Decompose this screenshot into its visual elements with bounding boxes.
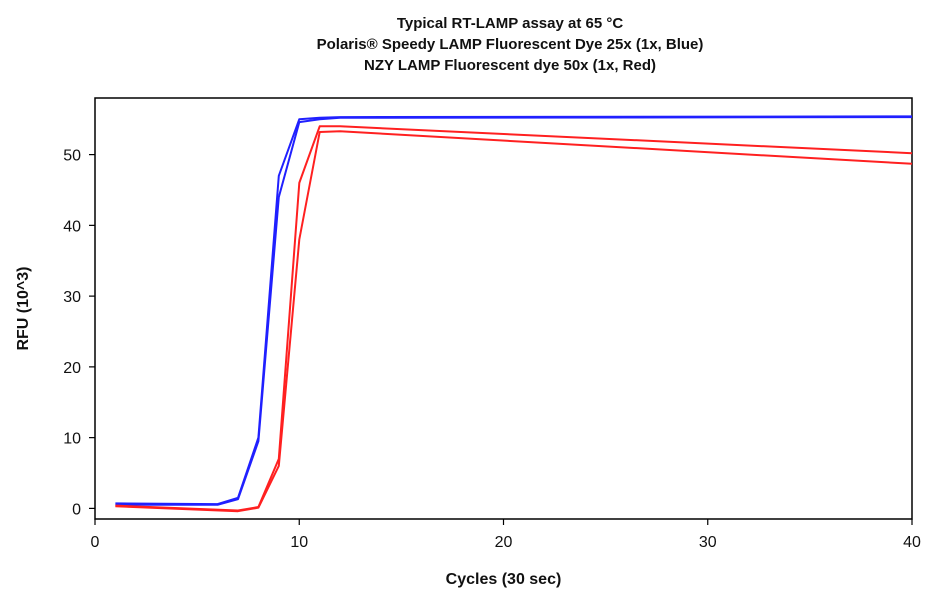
y-axis: 0 10 20 30 40 50 — [63, 148, 95, 518]
x-axis-label: Cycles (30 sec) — [446, 571, 562, 588]
chart-title-line: NZY LAMP Fluorescent dye 50x (1x, Red) — [364, 57, 656, 74]
y-tick-label: 20 — [63, 360, 81, 377]
y-tick-label: 0 — [72, 501, 81, 518]
y-axis-label: RFU (10^3) — [15, 266, 32, 350]
chart-title: Typical RT-LAMP assay at 65 °C Polaris® S… — [317, 15, 704, 74]
series-line-2 — [115, 116, 913, 506]
x-tick-label: 10 — [290, 534, 308, 551]
x-tick-label: 40 — [903, 534, 921, 551]
chart-title-line: Polaris® Speedy LAMP Fluorescent Dye 25x… — [317, 36, 704, 53]
series-group — [115, 115, 913, 513]
series-line-1 — [115, 115, 913, 506]
y-tick-label: 40 — [63, 218, 81, 235]
y-tick-label: 50 — [63, 148, 81, 165]
y-tick-label: 30 — [63, 289, 81, 306]
chart-title-line: Typical RT-LAMP assay at 65 °C — [397, 15, 624, 32]
y-tick-label: 10 — [63, 431, 81, 448]
x-tick-label: 20 — [495, 534, 513, 551]
x-tick-label: 0 — [91, 534, 100, 551]
x-axis: 0 10 20 30 40 — [91, 519, 921, 551]
plot-area-frame — [94, 97, 913, 520]
series-line-3 — [115, 125, 913, 512]
series-line-4 — [115, 130, 913, 513]
x-tick-label: 30 — [699, 534, 717, 551]
